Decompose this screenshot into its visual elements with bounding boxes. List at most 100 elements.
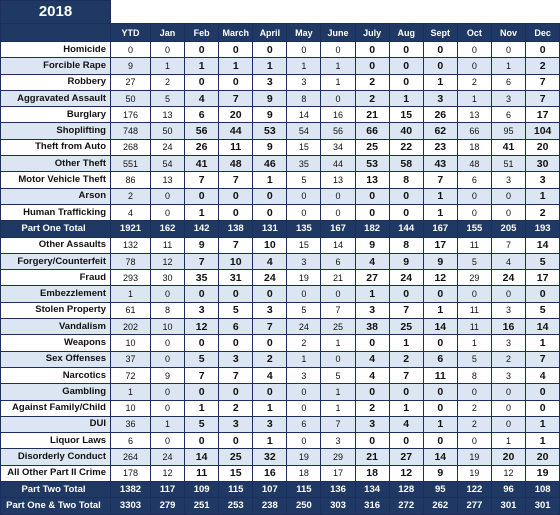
table-cell: 0 bbox=[286, 40, 322, 59]
table-cell: 0 bbox=[184, 334, 220, 352]
table-cell: 18 bbox=[456, 138, 492, 157]
table-cell: 7 bbox=[422, 171, 458, 189]
table-row: Fraud 293 30 35 31 24 19 21 27 24 12 29 24 17 bbox=[0, 269, 560, 287]
row-label: Embezzlement bbox=[0, 285, 111, 303]
table-cell: 41 bbox=[490, 138, 527, 157]
table-cell: 30 bbox=[525, 155, 560, 173]
table-cell: 1 bbox=[218, 57, 254, 75]
table-cell: 0 bbox=[218, 285, 254, 303]
table-cell: 8 bbox=[286, 89, 322, 108]
table-cell: 3 bbox=[286, 252, 322, 271]
table-cell: 0 bbox=[354, 203, 390, 222]
year-row-blank bbox=[109, 0, 560, 24]
table-cell: 117 bbox=[149, 481, 186, 499]
table-cell: 238 bbox=[252, 497, 288, 515]
table-cell: 24 bbox=[149, 138, 186, 157]
table-cell: 3 bbox=[218, 415, 254, 434]
table-cell: 14 bbox=[525, 236, 560, 254]
table-cell: 50 bbox=[149, 122, 186, 140]
table-cell: 14 bbox=[184, 448, 220, 466]
table-cell: 17 bbox=[525, 106, 560, 124]
column-header-row: YTD Jan Feb March April May June July Aug Sept Oct… bbox=[0, 23, 560, 42]
table-cell: 7 bbox=[218, 236, 254, 254]
table-cell: 7 bbox=[388, 366, 424, 385]
table-cell: 0 bbox=[149, 187, 186, 205]
table-cell: 6 bbox=[490, 106, 527, 124]
table-cell: 19 bbox=[456, 464, 492, 483]
table-cell: 109 bbox=[184, 481, 220, 499]
table-cell: 4 bbox=[252, 252, 288, 271]
table-cell: 0 bbox=[388, 383, 424, 401]
row-label: All Other Part II Crime bbox=[0, 464, 111, 483]
table-cell: 21 bbox=[320, 269, 356, 287]
table-cell: 3 bbox=[286, 366, 322, 385]
table-cell: 1 bbox=[149, 415, 186, 434]
table-row: Forcible Rape 9 1 1 1 1 1 1 0 0 0 0 1 2 bbox=[0, 57, 560, 75]
row-label: Forgery/Counterfeit bbox=[0, 252, 111, 271]
table-cell: 2 bbox=[354, 399, 390, 417]
table-cell: 25 bbox=[354, 138, 390, 157]
table-cell: 253 bbox=[218, 497, 254, 515]
table-cell: 1 bbox=[525, 334, 560, 352]
table-cell: 0 bbox=[490, 399, 527, 417]
table-cell: 26 bbox=[422, 106, 458, 124]
table-cell: 0 bbox=[252, 187, 288, 205]
row-label: Stolen Property bbox=[0, 301, 111, 320]
row-label: Robbery bbox=[0, 73, 111, 91]
table-cell: 58 bbox=[388, 155, 424, 173]
table-cell: 3 bbox=[354, 415, 390, 434]
table-cell: 41 bbox=[184, 155, 220, 173]
table-row: Burglary 176 13 6 20 9 14 16 21 15 26 13 6 17 bbox=[0, 106, 560, 124]
table-row: Other Assaults 132 11 9 7 10 15 14 9 8 17 11 7 14 bbox=[0, 236, 560, 254]
table-cell: 56 bbox=[320, 122, 356, 140]
table-cell: 0 bbox=[149, 350, 186, 368]
table-row: Narcotics 72 9 7 7 4 3 5 4 7 11 8 3 4 bbox=[0, 366, 560, 385]
table-cell: 1 bbox=[149, 57, 186, 75]
table-row: Forgery/Counterfeit 78 12 7 10 4 3 6 4 9 9 5 4 5 bbox=[0, 252, 560, 271]
table-cell: 24 bbox=[286, 318, 322, 336]
table-cell: 9 bbox=[422, 252, 458, 271]
table-cell: 2 bbox=[354, 73, 390, 91]
year-label: 2018 bbox=[0, 0, 111, 24]
table-cell: 250 bbox=[286, 497, 322, 515]
table-row: Against Family/Child 10 0 1 2 1 0 1 2 1 0 2 0 0 bbox=[0, 399, 560, 417]
table-cell: 142 bbox=[184, 220, 220, 238]
table-cell: 13 bbox=[149, 171, 186, 189]
table-cell: 132 bbox=[110, 236, 151, 254]
table-cell: 6 bbox=[286, 415, 322, 434]
table-cell: 15 bbox=[388, 106, 424, 124]
table-cell: 6 bbox=[456, 171, 492, 189]
table-cell: 56 bbox=[184, 122, 220, 140]
row-label: Theft from Auto bbox=[0, 138, 111, 157]
table-cell: 48 bbox=[456, 155, 492, 173]
table-cell: 2 bbox=[388, 350, 424, 368]
table-cell: 11 bbox=[184, 464, 220, 483]
table-cell: 7 bbox=[252, 318, 288, 336]
table-cell: 5 bbox=[456, 350, 492, 368]
table-cell: 12 bbox=[149, 464, 186, 483]
table-cell: 0 bbox=[456, 203, 492, 222]
table-cell: 5 bbox=[184, 350, 220, 368]
table-cell: 138 bbox=[218, 220, 254, 238]
table-cell: 3 bbox=[252, 415, 288, 434]
table-row: Stolen Property 61 8 3 5 3 5 7 3 7 1 11 3 5 bbox=[0, 301, 560, 320]
year-row: 2018 bbox=[0, 0, 560, 24]
table-cell: 251 bbox=[184, 497, 220, 515]
table-cell: 9 bbox=[354, 236, 390, 254]
table-row: Homicide 0 0 0 0 0 0 0 0 0 0 0 0 0 bbox=[0, 40, 560, 59]
table-cell: 51 bbox=[490, 155, 527, 173]
table-cell: 7 bbox=[218, 366, 254, 385]
table-cell: 7 bbox=[490, 236, 527, 254]
table-cell: 128 bbox=[388, 481, 424, 499]
table-cell: 5 bbox=[286, 301, 322, 320]
row-label: Burglary bbox=[0, 106, 111, 124]
table-cell: 1 bbox=[184, 57, 220, 75]
table-cell: 66 bbox=[456, 122, 492, 140]
table-cell: 0 bbox=[388, 57, 424, 75]
table-cell: 0 bbox=[525, 285, 560, 303]
table-cell: 31 bbox=[218, 269, 254, 287]
table-cell: 7 bbox=[320, 415, 356, 434]
table-cell: 162 bbox=[149, 220, 186, 238]
table-cell: 6 bbox=[218, 318, 254, 336]
table-cell: 0 bbox=[456, 187, 492, 205]
